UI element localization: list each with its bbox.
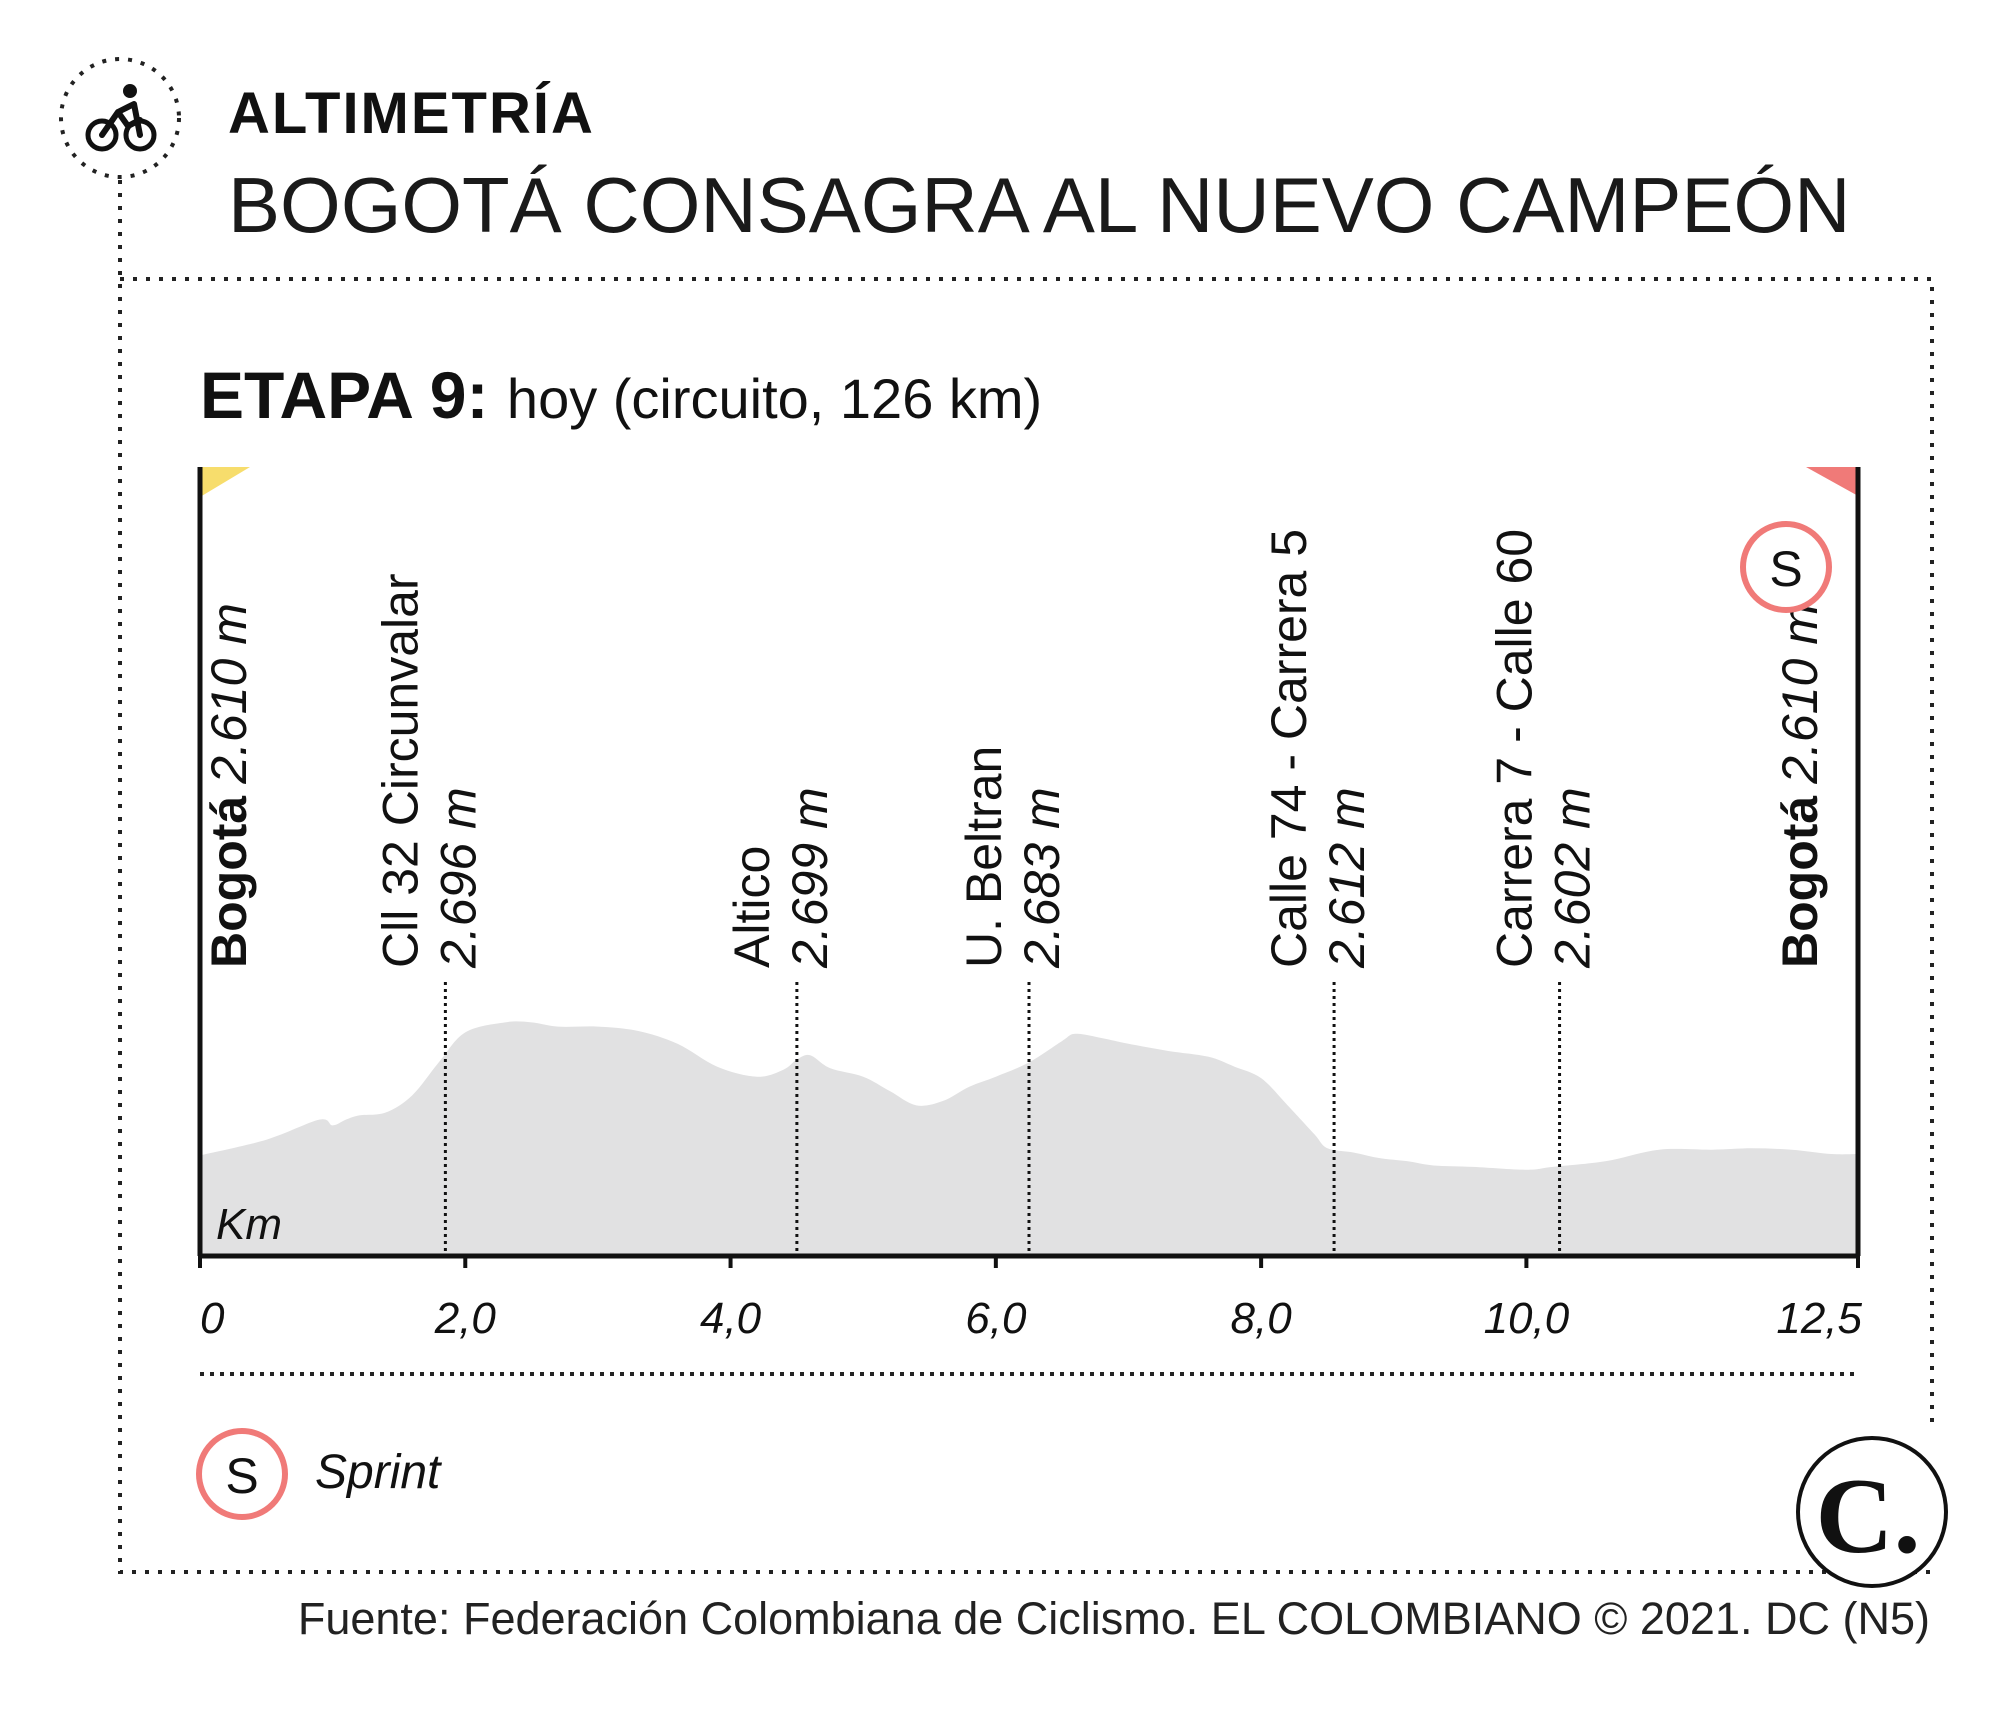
waypoint-altitude: 2.610 m <box>201 603 257 785</box>
source-credit: Fuente: Federación Colombiana de Ciclism… <box>298 1593 1930 1644</box>
section-label: ALTIMETRÍA <box>228 81 595 146</box>
x-tick-label: 0 <box>200 1294 225 1343</box>
x-tick-label: 8,0 <box>1231 1294 1293 1343</box>
legend-sprint-symbol: S <box>225 1448 258 1504</box>
x-axis-ticks: 0 2,0 4,0 6,0 8,0 10,0 12,5 <box>198 1256 1863 1343</box>
waypoint-altitude: 2.683 m <box>1014 787 1070 969</box>
sprint-marker-symbol: S <box>1769 541 1802 597</box>
waypoint-name: Bogotá <box>201 796 257 968</box>
waypoint-name: U. Beltran <box>956 746 1012 968</box>
waypoint-altitude: 2.602 m <box>1545 787 1601 969</box>
legend-sprint-icon <box>196 1428 288 1520</box>
waypoint-name: Bogotá <box>1772 796 1828 968</box>
start-flag <box>200 467 250 497</box>
waypoint-labels: Bogotá 2.610 m Cll 32 Circunvalar 2.696 m Al… <box>201 529 1828 969</box>
x-tick-label: 10,0 <box>1484 1294 1570 1343</box>
waypoint-altitude: 2.699 m <box>782 787 838 969</box>
elevation-chart: Bogotá 2.610 m Cll 32 Circunvalar 2.696 m Al… <box>197 467 1863 1343</box>
legend: S Sprint <box>196 1428 442 1520</box>
waypoint-name: Altico <box>724 846 780 968</box>
x-tick-label: 2,0 <box>434 1294 497 1343</box>
finish-flag <box>1806 467 1860 497</box>
logo-text: C. <box>1816 1457 1921 1576</box>
stage-title: ETAPA 9: hoy (circuito, 126 km) <box>200 358 1042 432</box>
x-tick-label: 12,5 <box>1776 1294 1862 1343</box>
stage-label: ETAPA 9: <box>200 358 488 432</box>
el-colombiano-logo: C. <box>1796 1436 1948 1588</box>
waypoint-altitude: 2.610 m <box>1772 603 1828 785</box>
waypoint-name: Cll 32 Circunvalar <box>372 573 428 968</box>
stage-detail: hoy (circuito, 126 km) <box>507 367 1042 430</box>
legend-sprint-label: Sprint <box>315 1446 442 1499</box>
sprint-marker: S <box>1740 521 1832 613</box>
waypoint-name: Calle 74 - Carrera 5 <box>1261 529 1317 968</box>
x-axis-label: Km <box>216 1200 282 1249</box>
page-title: BOGOTÁ CONSAGRA AL NUEVO CAMPEÓN <box>228 161 1850 249</box>
waypoint-altitude: 2.612 m <box>1319 787 1375 969</box>
x-tick-label: 4,0 <box>700 1294 762 1343</box>
x-tick-label: 6,0 <box>965 1294 1027 1343</box>
cyclist-icon <box>59 57 181 179</box>
waypoint-name: Carrera 7 - Calle 60 <box>1487 529 1543 968</box>
waypoint-altitude: 2.696 m <box>430 787 486 969</box>
frame <box>118 180 1934 1574</box>
